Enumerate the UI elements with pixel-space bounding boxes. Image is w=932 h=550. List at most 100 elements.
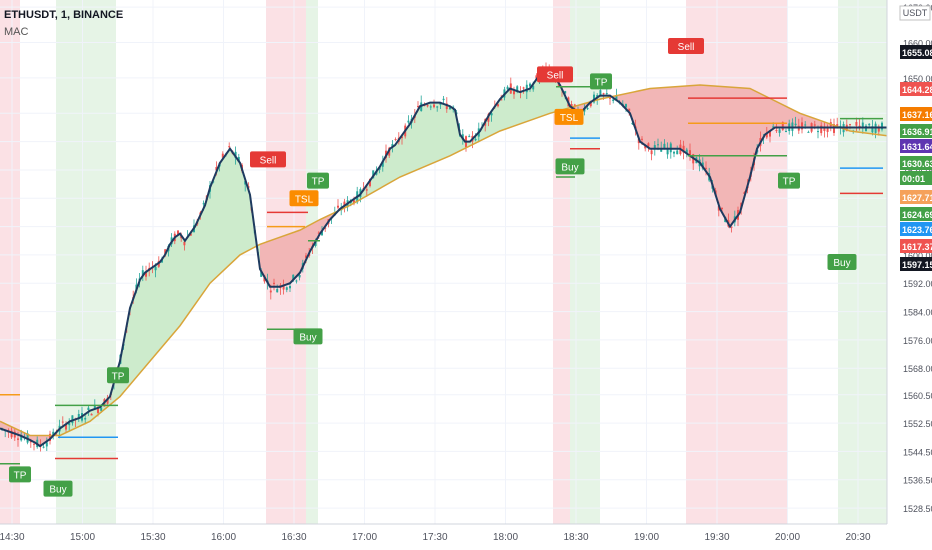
candle-body — [20, 436, 23, 441]
trend-fill — [630, 90, 640, 142]
signal-tp-badge — [107, 367, 129, 384]
trend-fill — [390, 145, 395, 183]
trend-fill — [200, 205, 205, 298]
trend-fill — [680, 85, 690, 156]
candle-body — [772, 126, 775, 128]
candle-body — [660, 148, 663, 152]
candle-body — [17, 438, 19, 440]
candle-body — [10, 430, 13, 438]
price-label-badge — [900, 156, 932, 170]
candle-body — [90, 413, 93, 416]
candle-body — [682, 145, 685, 153]
price-label-badge — [900, 190, 932, 204]
candle-body — [433, 104, 435, 108]
signal-sell-badge — [250, 151, 286, 168]
candle-body — [145, 272, 147, 277]
candle-body — [452, 106, 455, 108]
signal-tp-label: TP — [595, 77, 608, 88]
candle-body — [522, 87, 525, 89]
candle-body — [100, 407, 103, 411]
y-tick-label: 1552.50 — [903, 419, 932, 429]
regime-band — [0, 0, 20, 524]
candle-body — [666, 147, 669, 155]
signal-tp-badge — [307, 172, 329, 189]
price-label-value: 1623.76 — [902, 225, 932, 235]
candle-body — [631, 122, 634, 125]
candle-body — [657, 144, 659, 146]
candle-body — [449, 106, 451, 110]
signal-tp-badge — [9, 466, 31, 483]
signal-tsl-badge — [554, 108, 584, 125]
x-tick-label: 19:00 — [634, 532, 659, 543]
candle-body — [765, 133, 768, 138]
candle-body — [861, 122, 864, 127]
candle-body — [804, 124, 807, 126]
signal-buy-label: Buy — [49, 485, 66, 496]
x-tick-label: 18:00 — [493, 532, 518, 543]
candle-body — [858, 125, 861, 127]
price-label-badge — [900, 257, 932, 271]
candle-body — [285, 287, 288, 290]
trend-fill — [700, 84, 710, 178]
candle-body — [529, 83, 531, 87]
candle-body — [513, 90, 515, 95]
candle-body — [743, 192, 746, 194]
trend-fill — [430, 102, 440, 165]
x-tick-label: 17:30 — [422, 532, 447, 543]
candle-body — [394, 139, 397, 141]
candle-body — [295, 280, 298, 282]
candle-body — [273, 282, 275, 284]
trend-fill — [370, 166, 380, 195]
candle-body — [337, 205, 339, 208]
candle-body — [317, 232, 320, 234]
trend-fill — [395, 138, 400, 180]
signal-buy-badge — [827, 254, 857, 270]
signal-tp-label: TP — [14, 470, 27, 481]
candle-body — [564, 91, 567, 94]
candle-body — [221, 153, 224, 158]
candle-body — [353, 200, 355, 204]
trend-fill — [710, 85, 720, 209]
trend-fill — [165, 244, 170, 344]
signal-buy-badge — [555, 158, 585, 175]
trend-fill — [420, 102, 430, 169]
candle-body — [641, 138, 643, 140]
candle-body — [817, 131, 819, 133]
candle-body — [615, 95, 618, 100]
candle-body — [730, 226, 733, 228]
candle-body — [305, 255, 307, 258]
regime-band — [56, 0, 116, 524]
price-label-badge — [900, 124, 932, 138]
candle-body — [625, 104, 627, 108]
signal-buy-label: Buy — [561, 162, 578, 173]
trend-fill — [145, 269, 150, 368]
trend-fill — [180, 233, 185, 326]
price-label-value: 1655.08 — [902, 48, 932, 58]
trend-fill — [520, 88, 530, 124]
trend-fill — [155, 262, 160, 356]
candle-body — [314, 241, 317, 246]
price-label-badge — [900, 82, 932, 96]
trend-fill — [650, 87, 660, 149]
candle-body — [868, 123, 871, 126]
candle-body — [77, 413, 80, 419]
price-label-badge — [900, 171, 932, 185]
candle-body — [141, 270, 144, 276]
candle-body — [381, 160, 384, 167]
candle-body — [68, 423, 71, 426]
signal-tsl-label: TSL — [295, 194, 314, 205]
candle-body — [705, 167, 707, 169]
signal-tp-label: TP — [783, 177, 796, 188]
candle-body — [298, 274, 301, 278]
y-tick-label: 1536.50 — [903, 476, 932, 486]
ma-line — [0, 84, 906, 437]
candle-body — [653, 145, 656, 149]
x-tick-label: 18:30 — [563, 532, 588, 543]
candle-body — [586, 108, 589, 110]
price-label-value: 1627.71 — [902, 193, 932, 203]
signal-sell-label: Sell — [260, 155, 277, 166]
x-tick-label: 16:30 — [281, 532, 306, 543]
price-label-value: 1624.69 — [902, 210, 932, 220]
signal-buy-label: Buy — [299, 332, 316, 343]
